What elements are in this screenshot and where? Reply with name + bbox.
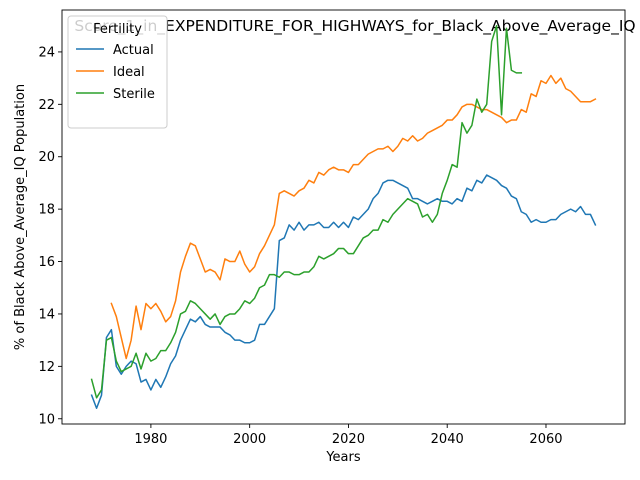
legend-label-sterile: Sterile [113, 87, 155, 102]
y-tick-label: 16 [38, 255, 55, 270]
x-tick-label: 2060 [529, 432, 562, 447]
x-tick-label: 2000 [233, 432, 266, 447]
legend-label-actual: Actual [113, 43, 154, 58]
x-tick-label: 1980 [134, 432, 167, 447]
y-axis-title: % of Black Above_Average_IQ Population [13, 84, 28, 350]
y-tick-label: 10 [38, 412, 55, 427]
y-tick-label: 20 [38, 150, 55, 165]
series-layer [90, 24, 597, 410]
x-axis: 1980 2000 2020 2040 2060 [134, 424, 563, 447]
series-line-ideal [110, 74, 597, 360]
legend-frame [67, 15, 168, 129]
legend-label-ideal: Ideal [113, 65, 145, 80]
y-axis: 10 12 14 16 18 20 22 24 [38, 45, 62, 427]
series-line-sterile [90, 24, 523, 399]
plot-frame [61, 9, 626, 425]
x-tick-label: 2020 [332, 432, 365, 447]
y-tick-label: 24 [38, 45, 55, 60]
x-tick-label: 2040 [431, 432, 464, 447]
series-line-actual [90, 174, 597, 410]
y-tick-label: 12 [38, 360, 55, 375]
legend-title: Fertility [93, 22, 142, 37]
x-axis-title: Years [325, 450, 361, 465]
y-tick-label: 14 [38, 307, 55, 322]
y-tick-label: 18 [38, 203, 55, 218]
legend: Fertility Actual Ideal Sterile [67, 15, 168, 129]
y-tick-label: 22 [38, 98, 55, 113]
